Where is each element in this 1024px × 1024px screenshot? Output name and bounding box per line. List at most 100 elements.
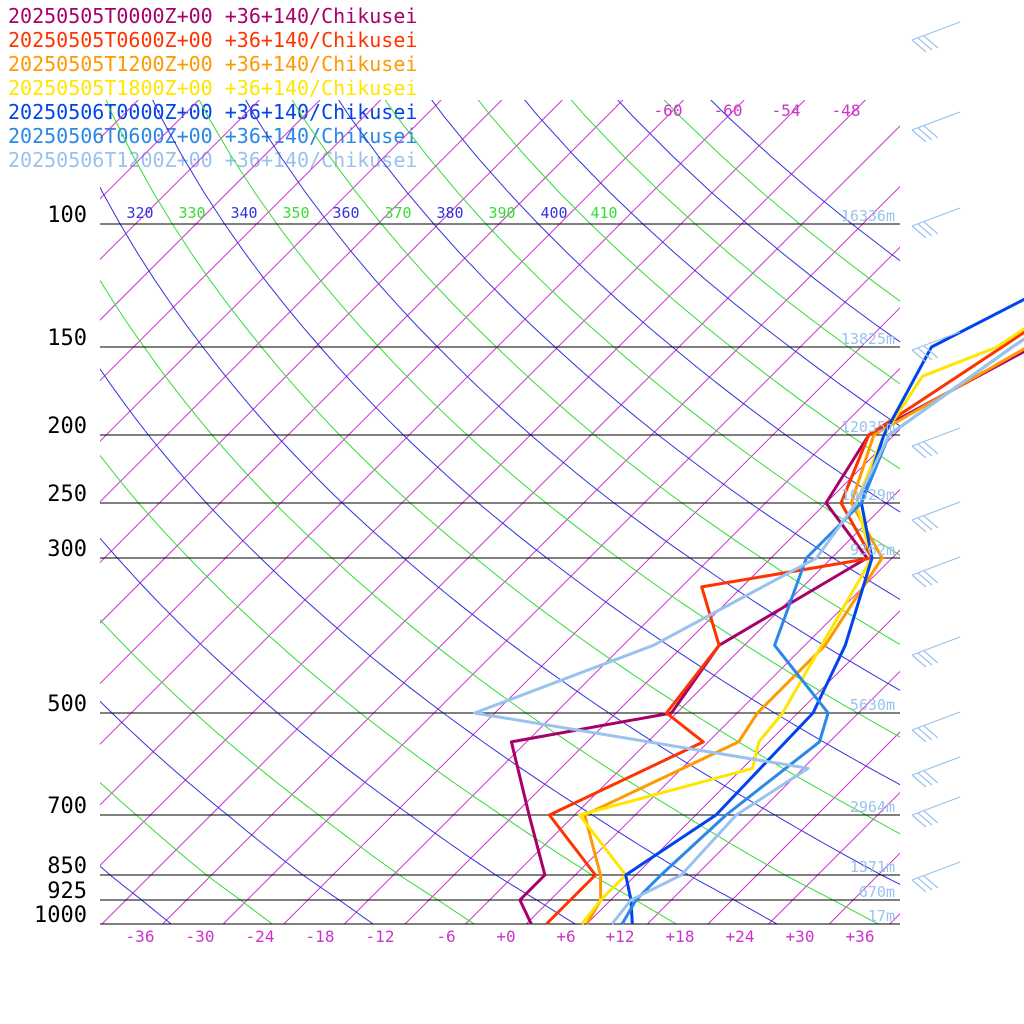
isotherm-line: [100, 100, 503, 503]
temperature-tick-label: -6: [436, 927, 455, 946]
isotherm-line: [707, 731, 900, 924]
upper-temperature-label: -60: [654, 101, 683, 120]
isentrope-line: [100, 781, 273, 924]
isotherm-line: [100, 100, 684, 685]
isentrope-line: [524, 100, 900, 427]
isotherm-line: [100, 100, 806, 806]
isotherm-line: [647, 670, 900, 924]
isentrope-line: [477, 100, 900, 470]
upper-temperature-label: -54: [772, 101, 801, 120]
isotherm-line: [100, 100, 321, 321]
isentrope-line: [100, 454, 677, 924]
isentrope-line: [245, 100, 900, 691]
isentrope-line: [100, 700, 374, 924]
temperature-tick-label: +6: [556, 927, 575, 946]
temperature-tick-label: +24: [726, 927, 755, 946]
isotherm-line: [889, 913, 900, 924]
series-line-1: [509, 349, 1024, 925]
upper-temperature-label: -48: [832, 101, 861, 120]
isotherm-line: [465, 488, 900, 924]
height-label: 5630m: [850, 696, 895, 714]
isotherm-line: [525, 549, 900, 924]
temperature-tick-label: +36: [846, 927, 875, 946]
height-label: 16336m: [841, 207, 895, 225]
isotherm-line: [100, 100, 624, 624]
isotherm-line: [950, 100, 1024, 924]
isentrope-line: [152, 100, 900, 786]
isentrope-line: [100, 537, 576, 924]
wind-barb-icon: [911, 711, 961, 743]
isotherm-line: [283, 307, 900, 924]
plot-area: [0, 100, 1024, 924]
isentrope-line: [338, 100, 900, 600]
pressure-label: 150: [47, 326, 87, 351]
series-line-3: [583, 347, 1024, 925]
isotherm-line: [100, 100, 745, 745]
temperature-tick-label: -30: [186, 927, 215, 946]
isentrope-line: [570, 100, 900, 385]
isotherm-line: [222, 246, 900, 924]
isotherm-line: [100, 100, 381, 382]
pressure-label: 700: [47, 794, 87, 819]
temperature-tick-label: +18: [666, 927, 695, 946]
temperature-tick-label: -12: [366, 927, 395, 946]
height-label: 17m: [868, 907, 895, 925]
isotherm-line: [404, 428, 900, 924]
height-label: 1371m: [850, 858, 895, 876]
theta-label: 390: [488, 204, 515, 222]
isentrope-line: [100, 368, 778, 924]
theta-label: 350: [282, 204, 309, 222]
pressure-label: 300: [47, 537, 87, 562]
pressure-label: 100: [47, 203, 87, 228]
temperature-tick-label: -36: [126, 927, 155, 946]
wind-barb-icon: [911, 556, 961, 588]
pressure-label: 1000: [34, 903, 87, 928]
theta-label: 410: [590, 204, 617, 222]
height-label: 2964m: [850, 798, 895, 816]
isentrope-line: [100, 186, 900, 885]
wind-barb-icon: [911, 501, 961, 533]
legend-entry-7: 20250506T1200Z+00 +36+140/Chikusei: [8, 148, 418, 172]
theta-label: 340: [230, 204, 257, 222]
isotherm-line: [586, 610, 900, 924]
series-line-5: [624, 297, 1024, 925]
isentrope-line: [198, 100, 900, 738]
wind-barb-icon: [911, 756, 961, 788]
pressure-label: 500: [47, 692, 87, 717]
temperature-tick-label: +30: [786, 927, 815, 946]
isotherm-line: [0, 100, 17, 924]
isotherm-line: [100, 100, 260, 261]
theta-label: 330: [178, 204, 205, 222]
wind-barb-icon: [911, 111, 961, 143]
isotherm-line: [1011, 100, 1024, 924]
pressure-label: 250: [47, 482, 87, 507]
series-line-6: [620, 337, 1024, 925]
pressure-label: 850: [47, 854, 87, 879]
theta-label: 320: [126, 204, 153, 222]
wind-barb-icon: [911, 861, 961, 893]
temperature-tick-label: -24: [246, 927, 275, 946]
pressure-label: 925: [47, 879, 87, 904]
wind-barb-icon: [911, 427, 961, 459]
isotherm-line: [344, 367, 900, 924]
theta-label: 400: [540, 204, 567, 222]
wind-barb-icon: [911, 21, 961, 53]
height-label: 10529m: [841, 486, 895, 504]
isotherm-line: [100, 100, 866, 867]
theta-label: 360: [332, 204, 359, 222]
temperature-tick-label: +0: [496, 927, 515, 946]
legend: 20250505T0000Z+00 +36+140/Chikusei 20250…: [8, 4, 417, 172]
isentrope-line: [100, 619, 475, 924]
isotherm-line: [100, 100, 563, 564]
upper-temperature-label: -60: [714, 101, 743, 120]
isotherm-line: [162, 185, 900, 924]
legend-entry-3: 20250505T1200Z+00 +36+140/Chikusei: [8, 52, 418, 76]
legend-entry-2: 20250505T0600Z+00 +36+140/Chikusei: [8, 28, 418, 52]
isotherm-line: [100, 100, 442, 442]
isentrope-line: [100, 279, 879, 924]
temperature-tick-label: -18: [306, 927, 335, 946]
wind-barb-icon: [911, 331, 961, 363]
height-label: 670m: [859, 883, 895, 901]
series-line-7: [473, 337, 1024, 925]
